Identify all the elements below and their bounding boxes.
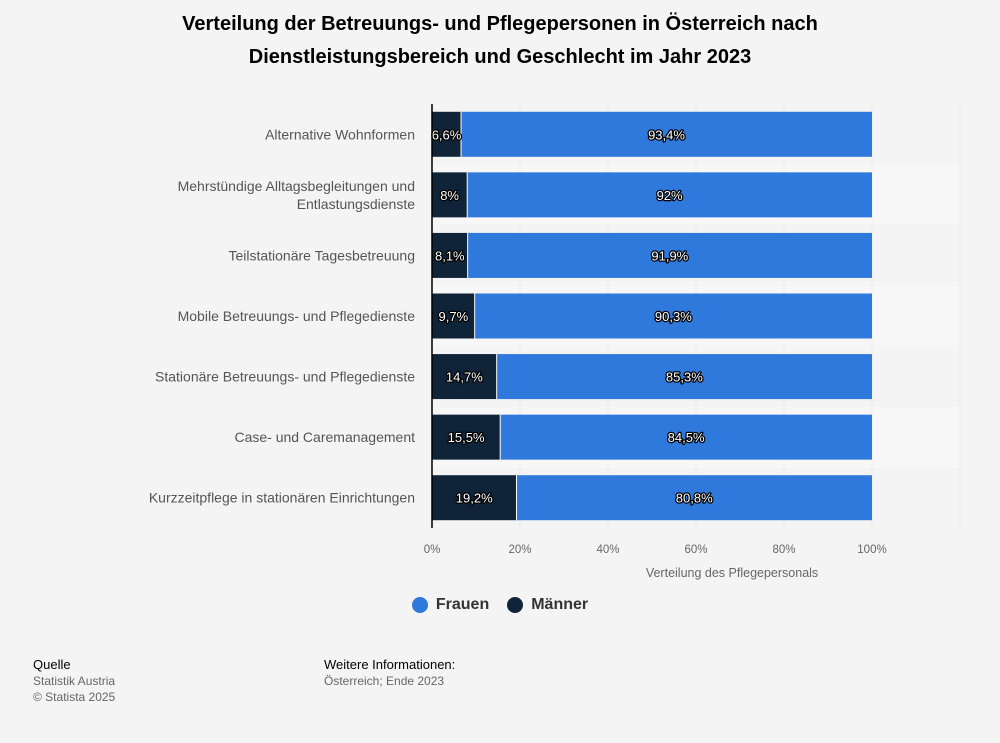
- data-label-frauen: 93,4%: [648, 127, 685, 142]
- data-label-maenner: 8%: [440, 188, 459, 203]
- category-label: Teilstationäre Tagesbetreuung: [228, 247, 415, 263]
- copyright-text: © Statista 2025: [33, 690, 116, 704]
- data-label-maenner: 6,6%: [432, 127, 462, 142]
- data-label-frauen: 92%: [657, 188, 683, 203]
- category-label: Kurzzeitpflege in stationären Einrichtun…: [149, 490, 415, 506]
- data-label-frauen: 85,3%: [666, 370, 703, 385]
- category-label: Mobile Betreuungs- und Pflegedienste: [178, 308, 416, 324]
- category-label: Case- und Caremanagement: [234, 429, 415, 445]
- source-text: Statistik Austria: [33, 674, 116, 688]
- bar-chart: 6,6% 93,4% Alternative Wohnformen 8% 92% Mehr…: [149, 104, 961, 580]
- x-tick-label: 0%: [424, 544, 441, 556]
- x-tick-label: 60%: [684, 544, 707, 556]
- data-label-frauen: 84,5%: [668, 430, 705, 445]
- source-heading: Quelle: [33, 657, 71, 672]
- bar-frauen: [461, 111, 872, 157]
- category-label: Entlastungsdienste: [297, 196, 416, 212]
- legend: Frauen Männer: [0, 596, 1000, 614]
- bar-maenner: [432, 172, 468, 218]
- legend-label-frauen: Frauen: [435, 596, 490, 613]
- x-axis-title: Verteilung des Pflegepersonals: [646, 566, 818, 580]
- source-block: Quelle Statistik Austria © Statista 2025: [33, 657, 115, 705]
- bar-maenner: [432, 414, 501, 460]
- data-label-maenner: 15,5%: [448, 430, 485, 445]
- x-tick-label: 100%: [857, 544, 886, 556]
- info-text: Österreich; Ende 2023: [324, 674, 445, 688]
- chart-title: Verteilung der Betreuungs- und Pflegeper…: [60, 8, 940, 74]
- data-label-frauen: 91,9%: [651, 248, 688, 263]
- data-label-frauen: 90,3%: [655, 309, 692, 324]
- category-label: Mehrstündige Alltagsbegleitungen und: [178, 178, 415, 194]
- legend-dot-maenner-icon: [507, 597, 524, 613]
- legend-item-maenner[interactable]: Männer: [507, 596, 588, 614]
- chart-title-line-2: Dienstleistungsbereich und Geschlecht im…: [248, 46, 752, 68]
- x-tick-label: 40%: [596, 544, 619, 556]
- bar-frauen: [467, 172, 872, 218]
- category-label: Alternative Wohnformen: [265, 126, 415, 142]
- bar-maenner: [432, 232, 468, 278]
- bar-frauen: [467, 232, 872, 278]
- x-tick-label: 20%: [508, 544, 531, 556]
- bar-maenner: [432, 293, 475, 339]
- data-label-maenner: 9,7%: [439, 309, 469, 324]
- info-heading: Weitere Informationen:: [324, 657, 456, 672]
- x-tick-label: 80%: [772, 544, 795, 556]
- category-label: Stationäre Betreuungs- und Pflegedienste: [155, 369, 415, 385]
- bar-frauen: [516, 475, 872, 521]
- bar-maenner: [432, 354, 497, 400]
- bar-frauen: [496, 354, 872, 400]
- data-label-maenner: 8,1%: [435, 248, 465, 263]
- legend-label-maenner: Männer: [531, 596, 589, 613]
- data-label-frauen: 80,8%: [676, 491, 713, 506]
- data-label-maenner: 19,2%: [456, 491, 493, 506]
- chart-title-line-1: Verteilung der Betreuungs- und Pflegeper…: [182, 13, 818, 35]
- bar-maenner: [432, 475, 517, 521]
- bar-frauen: [474, 293, 872, 339]
- legend-dot-frauen-icon: [411, 597, 428, 613]
- bar-frauen: [500, 414, 872, 460]
- legend-item-frauen[interactable]: Frauen: [411, 596, 490, 614]
- data-label-maenner: 14,7%: [446, 370, 483, 385]
- bar-maenner: [432, 111, 462, 157]
- info-block: Weitere Informationen: Österreich; Ende …: [324, 657, 455, 689]
